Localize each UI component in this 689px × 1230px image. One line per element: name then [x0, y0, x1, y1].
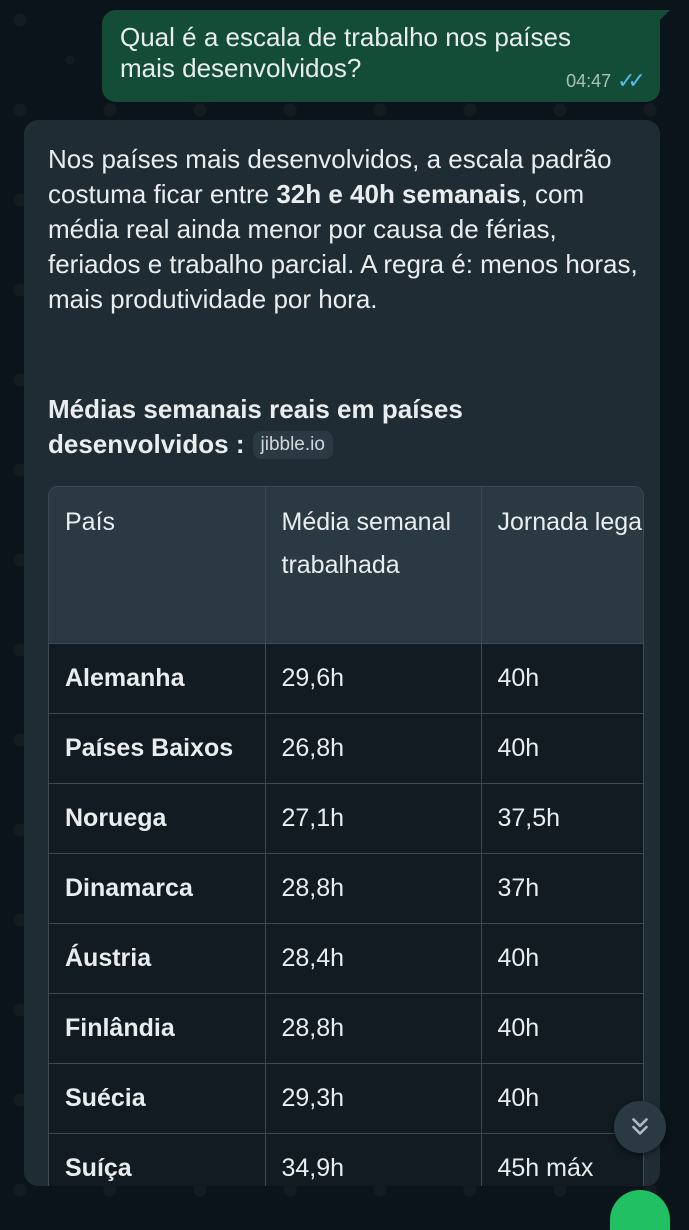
- double-check-read-icon: ✓✓: [617, 68, 646, 93]
- outgoing-message-bubble[interactable]: Qual é a escala de trabalho nos países m…: [102, 10, 670, 102]
- incoming-message-bubble[interactable]: Nos países mais desenvolvidos, a escala …: [24, 120, 660, 1186]
- cell-average-hours: 34,9h: [265, 1133, 482, 1186]
- table-heading-text: Médias semanais reais em países desenvol…: [48, 394, 463, 459]
- cell-average-hours: 27,1h: [265, 783, 482, 854]
- cell-country: Finlândia: [49, 993, 266, 1064]
- message-time: 04:47: [566, 70, 612, 91]
- cell-average-hours: 28,8h: [265, 853, 482, 924]
- table-header-row: País Média semanal trabalhada Jornada le…: [49, 487, 643, 644]
- paragraph-text-part1: Nos países mais desenvolvidos, a escala …: [48, 144, 612, 209]
- source-link-chip[interactable]: jibble.io: [252, 431, 333, 459]
- table-row: Países Baixos 26,8h 40h: [49, 713, 643, 784]
- double-chevron-down-icon: [632, 1118, 648, 1135]
- paragraph-text-part2: , com média real ainda menor por causa d…: [48, 179, 638, 314]
- cell-country: Alemanha: [49, 643, 266, 714]
- table-row: Suécia 29,3h 40h: [49, 1063, 643, 1134]
- header-average-hours: Média semanal trabalhada: [265, 487, 482, 644]
- hours-table: País Média semanal trabalhada Jornada le…: [49, 487, 643, 1186]
- outgoing-message-text: Qual é a escala de trabalho nos países m…: [120, 22, 571, 83]
- cell-country: Noruega: [49, 783, 266, 854]
- cell-average-hours: 29,6h: [265, 643, 482, 714]
- cell-legal-hours: 40h: [481, 713, 643, 784]
- floating-action-button[interactable]: [610, 1190, 670, 1230]
- cell-country: Dinamarca: [49, 853, 266, 924]
- cell-legal-hours: 40h: [481, 643, 643, 714]
- table-row: Noruega 27,1h 37,5h: [49, 783, 643, 854]
- header-legal-hours: Jornada legal: [481, 487, 643, 644]
- paragraph-bold-text: 32h e 40h semanais: [276, 179, 521, 209]
- hours-table-container[interactable]: País Média semanal trabalhada Jornada le…: [48, 486, 644, 1186]
- cell-country: Países Baixos: [49, 713, 266, 784]
- table-row: Alemanha 29,6h 40h: [49, 643, 643, 714]
- cell-legal-hours: 40h: [481, 923, 643, 994]
- table-row: Áustria 28,4h 40h: [49, 923, 643, 994]
- scroll-to-bottom-button[interactable]: [614, 1101, 666, 1153]
- cell-legal-hours: 37,5h: [481, 783, 643, 854]
- cell-average-hours: 29,3h: [265, 1063, 482, 1134]
- table-row: Finlândia 28,8h 40h: [49, 993, 643, 1064]
- cell-legal-hours: 45h máx: [481, 1133, 643, 1186]
- cell-legal-hours: 37h: [481, 853, 643, 924]
- cell-average-hours: 28,8h: [265, 993, 482, 1064]
- cell-average-hours: 26,8h: [265, 713, 482, 784]
- table-row: Dinamarca 28,8h 37h: [49, 853, 643, 924]
- message-meta: 04:47 ✓✓: [566, 68, 646, 94]
- table-row: Suíça 34,9h 45h máx: [49, 1133, 643, 1186]
- cell-country: Suíça: [49, 1133, 266, 1186]
- cell-average-hours: 28,4h: [265, 923, 482, 994]
- cell-country: Suécia: [49, 1063, 266, 1134]
- table-heading: Médias semanais reais em países desenvol…: [48, 392, 638, 462]
- cell-legal-hours: 40h: [481, 993, 643, 1064]
- header-country: País: [49, 487, 266, 644]
- incoming-message-paragraph: Nos países mais desenvolvidos, a escala …: [48, 142, 638, 317]
- cell-country: Áustria: [49, 923, 266, 994]
